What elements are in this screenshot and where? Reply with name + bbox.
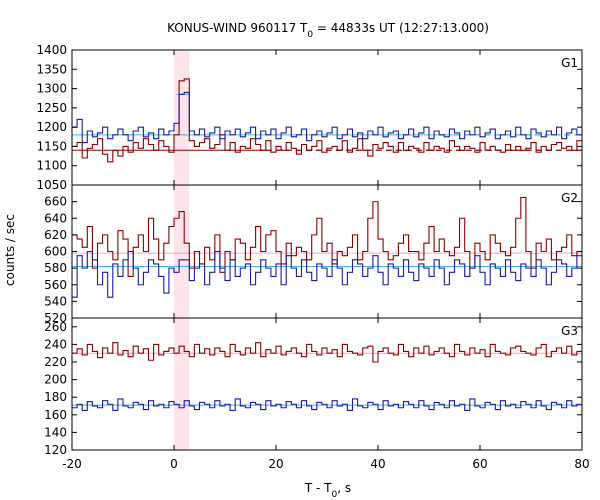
y-tick-label: 540 <box>44 294 67 308</box>
series-g2-blue <box>72 250 582 298</box>
y-tick-label: 660 <box>44 195 67 209</box>
y-tick-label: 180 <box>44 390 67 404</box>
y-tick-label: 1200 <box>36 120 67 134</box>
panels: 10501100115012001250130013501400G1520540… <box>36 43 589 471</box>
y-tick-label: 160 <box>44 408 67 422</box>
y-tick-label: 580 <box>44 261 67 275</box>
panel-frame <box>71 49 583 186</box>
x-tick-label: -20 <box>62 457 82 471</box>
chart-title: KONUS-WIND 960117 T0 = 44833s UT (12:27:… <box>167 21 489 40</box>
y-axis-label: counts / sec <box>3 214 17 286</box>
title-main: KONUS-WIND 960117 T <box>167 21 308 35</box>
y-tick-label: 1150 <box>36 139 67 153</box>
y-tick-label: 640 <box>44 211 67 225</box>
panel-label: G1 <box>561 56 578 70</box>
y-tick-label: 1400 <box>36 43 67 57</box>
y-tick-label: 240 <box>44 337 67 351</box>
y-tick-label: 1100 <box>36 159 67 173</box>
x-tick-label: 80 <box>574 457 589 471</box>
y-tick-label: 620 <box>44 228 67 242</box>
title-rest: = 44833s UT (12:27:13.000) <box>313 21 489 35</box>
series-g3-blue <box>72 398 582 411</box>
series-g1-blue <box>72 91 582 144</box>
xlabel-subscript: 0 <box>332 490 338 500</box>
series-g1-red <box>72 78 582 163</box>
series-g3-red <box>72 342 582 363</box>
panel-label: G3 <box>561 324 578 338</box>
y-tick-label: 1250 <box>36 101 67 115</box>
xlabel-main: T - T <box>304 481 332 495</box>
y-tick-label: 1050 <box>36 178 67 192</box>
x-tick-label: 60 <box>472 457 487 471</box>
y-tick-label: 520 <box>44 311 67 325</box>
y-tick-label: 200 <box>44 373 67 387</box>
title-subscript: 0 <box>307 30 313 40</box>
panel-label: G2 <box>561 191 578 205</box>
panel-g2: 520 540 560 580 600 620 640 660 G2 <box>44 184 583 325</box>
xlabel-rest: , s <box>337 481 351 495</box>
x-tick-label: 20 <box>268 457 283 471</box>
series-g2-red <box>72 196 582 277</box>
x-axis-label: T - T0, s <box>304 481 351 500</box>
y-tick-label: 1300 <box>36 82 67 96</box>
panel-g3: 120 140 160 180 200 220 240 260 G3 <box>44 317 583 457</box>
y-tick-label: 140 <box>44 425 67 439</box>
burst-highlight-region <box>174 50 190 450</box>
y-tick-label: 220 <box>44 355 67 369</box>
y-tick-label: 560 <box>44 278 67 292</box>
y-tick-label: 600 <box>44 245 67 259</box>
panel-g1: 1050 1100 1150 1200 1250 1300 1350 1400 G1 <box>36 43 583 192</box>
panel-frame <box>71 317 583 451</box>
y-tick-label: 1350 <box>36 62 67 76</box>
y-tick-label: 120 <box>44 443 67 457</box>
y-tick-label: 260 <box>44 320 67 334</box>
chart-title-text: KONUS-WIND 960117 T0 = 44833s UT (12:27:… <box>167 21 489 40</box>
x-tick-label: 40 <box>370 457 385 471</box>
x-tick-label: 0 <box>170 457 178 471</box>
